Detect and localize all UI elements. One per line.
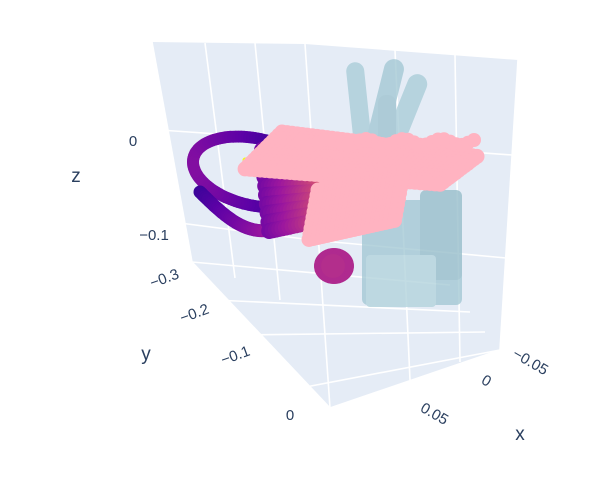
grid-line (214, 299, 471, 313)
pink-point (467, 133, 481, 147)
y-tick-label: −0.2 (178, 301, 212, 327)
grid-line (289, 349, 501, 391)
y-tick-label: 0 (286, 407, 294, 424)
grid-line (191, 261, 331, 409)
hand-finger (346, 62, 372, 152)
grid-line (204, 42, 236, 279)
object-point (321, 254, 345, 278)
hand-finger (378, 95, 396, 145)
x-axis-title: x (515, 424, 525, 445)
x-tick-label: 0 (478, 372, 494, 391)
y-tick-label: −0.1 (219, 343, 253, 369)
pink-point (387, 213, 402, 228)
x-tick-label: 0.05 (417, 399, 451, 428)
hand-mesh (346, 59, 462, 307)
pink-point-cloud (237, 124, 485, 247)
grid-line (239, 331, 486, 336)
z-axis-title: z (71, 166, 81, 187)
grid-line (151, 41, 193, 263)
y-axis-title: y (141, 344, 151, 365)
grid-line (329, 349, 501, 409)
z-tick-label: 0 (129, 133, 137, 150)
x-tick-label: −0.05 (510, 345, 551, 379)
pink-point (432, 176, 448, 192)
y-tick-label: −0.3 (148, 266, 182, 292)
z-tick-label: −0.1 (139, 227, 169, 244)
z-axis-ticks: 0 −0.1 (129, 133, 169, 244)
grid-line (499, 59, 519, 351)
hand-base (366, 255, 436, 307)
